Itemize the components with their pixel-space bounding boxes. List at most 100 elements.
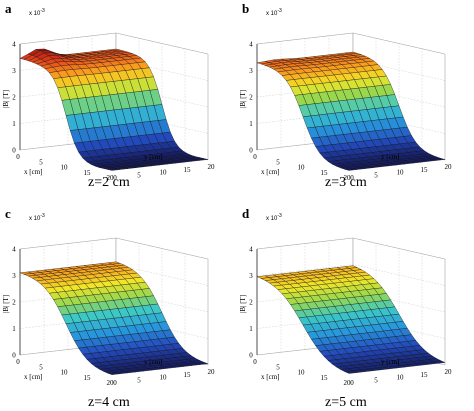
surface-patch <box>107 168 121 171</box>
z-axis-label: |B| [T] <box>239 294 247 313</box>
z-tick-label: 3 <box>12 272 16 280</box>
panel-b: b 0 1 2 3 4 5 10 15 20 0 5 10 15 20 0 x 10-3 |B| [T] x… <box>237 0 474 204</box>
x-tick-label: 20 <box>344 379 352 387</box>
panel-c: c 0 1 2 3 4 5 10 15 20 0 5 10 15 20 0 x 10-3 |B| [T] x… <box>0 205 237 410</box>
x-tick-label: 0 <box>253 153 257 161</box>
panel-caption: z=2 cm <box>88 175 130 190</box>
panel-label: c <box>5 206 11 221</box>
z-tick-label: 3 <box>249 272 253 280</box>
surface-patch <box>107 372 121 375</box>
z-tick-label: 4 <box>12 246 16 254</box>
x-tick-label: 10 <box>61 164 69 172</box>
y-tick-label: 5 <box>374 171 378 179</box>
x-tick-label: 20 <box>344 174 352 182</box>
x-axis-label: x [cm] <box>261 168 280 176</box>
z-tick-label: 0 <box>12 352 16 360</box>
panel-caption: z=5 cm <box>325 395 367 410</box>
y-tick-label: 15 <box>184 371 192 379</box>
y-tick-label: 20 <box>208 368 216 376</box>
y-tick-label: 5 <box>374 376 378 384</box>
y-tick-label: 15 <box>184 166 192 174</box>
panel-a: a 0 1 2 3 4 5 10 15 20 0 5 10 15 20 0 x 10-3 |B| [T] x… <box>0 0 237 204</box>
x-tick-label: 20 <box>107 174 115 182</box>
y-tick-label: 0 <box>350 174 354 182</box>
z-exponent: x 10-3 <box>266 213 282 222</box>
z-tick-label: 0 <box>249 147 253 155</box>
x-tick-label: 0 <box>16 358 20 366</box>
surface-patch <box>344 370 358 374</box>
y-tick-label: 15 <box>421 371 429 379</box>
y-tick-label: 20 <box>445 368 453 376</box>
x-axis-label: x [cm] <box>261 373 280 381</box>
surface <box>19 261 209 375</box>
x-tick-label: 10 <box>61 369 69 377</box>
x-tick-label: 5 <box>39 363 43 371</box>
y-tick-label: 20 <box>445 163 453 171</box>
y-axis-label: y [cm] <box>381 358 400 366</box>
panel-label: b <box>242 1 250 16</box>
surface-patch <box>344 168 358 171</box>
y-axis-label: y [cm] <box>381 153 400 161</box>
z-exponent: x 10-3 <box>29 213 45 222</box>
z-axis-label: |B| [T] <box>2 89 10 108</box>
x-tick-label: 10 <box>298 164 306 172</box>
y-axis-label: y [cm] <box>144 153 163 161</box>
z-tick-label: 3 <box>249 67 253 75</box>
panel-d: d 0 1 2 3 4 5 10 15 20 0 5 10 15 20 0 x 10-3 |B| [T] x… <box>237 205 474 410</box>
y-tick-label: 20 <box>208 163 216 171</box>
surface <box>19 48 209 171</box>
y-tick-label: 10 <box>160 169 168 177</box>
surface <box>256 265 446 374</box>
z-tick-label: 2 <box>12 299 16 307</box>
z-tick-label: 1 <box>249 325 253 333</box>
y-tick-label: 0 <box>350 379 354 387</box>
x-tick-label: 5 <box>39 158 43 166</box>
x-axis-label: x [cm] <box>24 373 43 381</box>
z-tick-label: 2 <box>249 94 253 102</box>
z-exponent: x 10-3 <box>266 8 282 17</box>
x-tick-label: 15 <box>321 169 329 177</box>
surface <box>256 51 446 171</box>
z-tick-label: 2 <box>12 94 16 102</box>
z-tick-label: 4 <box>12 41 16 49</box>
x-tick-label: 5 <box>276 363 280 371</box>
x-tick-label: 15 <box>84 169 92 177</box>
z-tick-label: 1 <box>12 120 16 128</box>
z-tick-label: 4 <box>249 246 253 254</box>
x-tick-label: 20 <box>107 379 115 387</box>
y-tick-label: 10 <box>160 374 168 382</box>
z-tick-label: 4 <box>249 41 253 49</box>
x-tick-label: 15 <box>84 374 92 382</box>
z-tick-label: 3 <box>12 67 16 75</box>
y-tick-label: 5 <box>137 376 141 384</box>
x-tick-label: 0 <box>253 358 257 366</box>
y-tick-label: 10 <box>397 374 405 382</box>
z-tick-label: 0 <box>249 352 253 360</box>
y-tick-label: 0 <box>113 379 117 387</box>
panel-label: d <box>242 206 250 221</box>
y-tick-label: 15 <box>421 166 429 174</box>
z-axis-label: |B| [T] <box>2 294 10 313</box>
x-tick-label: 5 <box>276 158 280 166</box>
z-tick-label: 0 <box>12 147 16 155</box>
z-tick-label: 1 <box>12 325 16 333</box>
y-tick-label: 10 <box>397 169 405 177</box>
panel-caption: z=3 cm <box>325 175 367 190</box>
x-tick-label: 0 <box>16 153 20 161</box>
x-tick-label: 15 <box>321 374 329 382</box>
x-tick-label: 10 <box>298 369 306 377</box>
panel-label: a <box>5 1 12 16</box>
z-axis-label: |B| [T] <box>239 89 247 108</box>
z-tick-label: 2 <box>249 299 253 307</box>
panel-caption: z=4 cm <box>88 395 130 410</box>
z-exponent: x 10-3 <box>29 8 45 17</box>
y-axis-label: y [cm] <box>144 358 163 366</box>
